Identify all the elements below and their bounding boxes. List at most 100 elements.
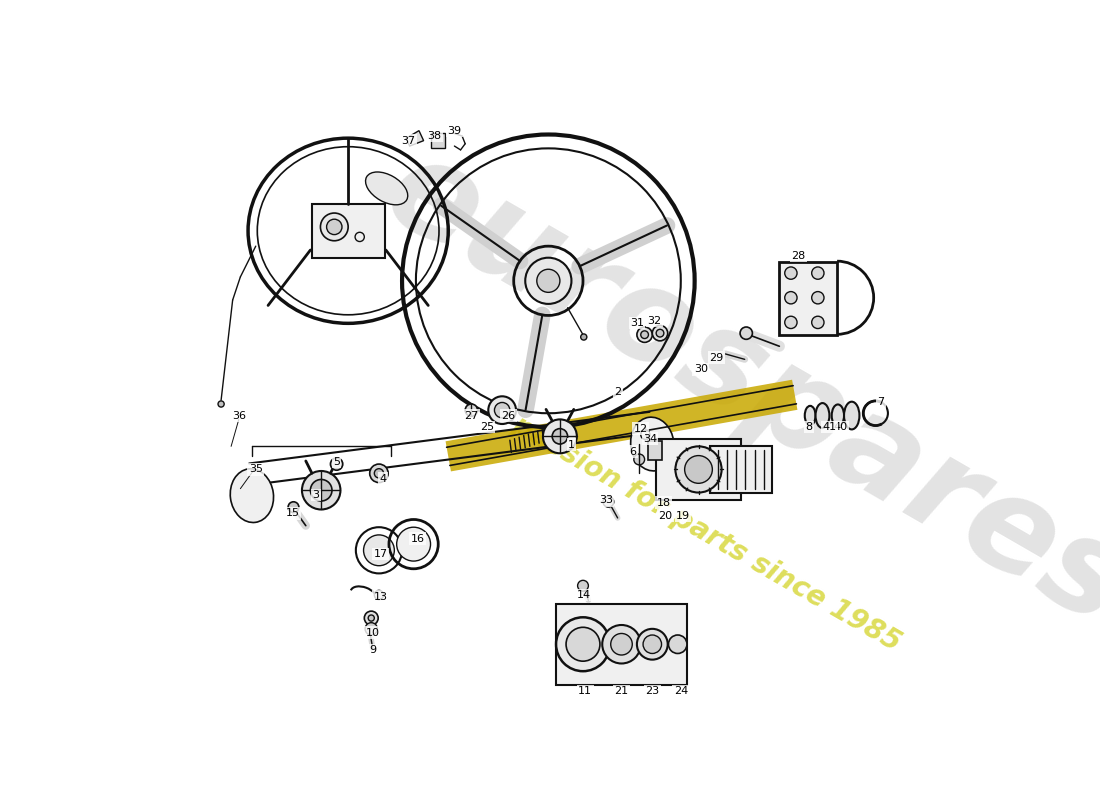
Text: 1: 1 — [568, 440, 575, 450]
Text: 7: 7 — [878, 398, 884, 407]
Bar — [312, 204, 385, 258]
Text: 24: 24 — [673, 686, 688, 696]
Bar — [656, 438, 741, 500]
Circle shape — [537, 270, 560, 292]
Circle shape — [603, 496, 614, 507]
Text: a passion for parts since 1985: a passion for parts since 1985 — [483, 397, 906, 658]
Bar — [649, 441, 662, 460]
Circle shape — [784, 267, 798, 279]
Text: 16: 16 — [410, 534, 425, 544]
Circle shape — [640, 430, 650, 439]
Ellipse shape — [844, 402, 859, 430]
Circle shape — [652, 326, 668, 341]
Circle shape — [812, 267, 824, 279]
Text: 39: 39 — [448, 126, 462, 136]
Circle shape — [495, 402, 510, 418]
Text: 2: 2 — [614, 387, 622, 398]
Circle shape — [374, 590, 384, 599]
Circle shape — [465, 404, 477, 416]
Circle shape — [330, 458, 343, 470]
Circle shape — [610, 634, 632, 655]
Circle shape — [526, 258, 572, 304]
Circle shape — [634, 454, 645, 465]
Text: 20: 20 — [658, 510, 672, 521]
Text: 37: 37 — [402, 136, 416, 146]
Text: 28: 28 — [792, 251, 805, 261]
Text: 31: 31 — [630, 318, 644, 328]
Circle shape — [301, 471, 341, 510]
Text: 29: 29 — [710, 353, 724, 363]
Bar — [556, 604, 686, 685]
Circle shape — [812, 316, 824, 329]
Text: 41: 41 — [823, 422, 836, 432]
Text: 11: 11 — [579, 686, 592, 696]
Circle shape — [310, 479, 332, 501]
Text: 23: 23 — [646, 686, 659, 696]
Circle shape — [288, 502, 299, 513]
Ellipse shape — [365, 172, 408, 205]
Circle shape — [644, 635, 661, 654]
Text: 25: 25 — [480, 422, 494, 432]
Text: eurospares: eurospares — [363, 125, 1100, 652]
Circle shape — [637, 629, 668, 660]
Circle shape — [320, 213, 348, 241]
Text: 18: 18 — [657, 498, 671, 507]
Text: 4: 4 — [379, 474, 386, 484]
Text: 5: 5 — [333, 457, 340, 466]
Ellipse shape — [230, 469, 274, 522]
Ellipse shape — [630, 417, 674, 471]
Text: 6: 6 — [629, 446, 637, 457]
Circle shape — [364, 611, 378, 625]
Circle shape — [784, 316, 798, 329]
Circle shape — [812, 291, 824, 304]
Text: 8: 8 — [805, 422, 812, 432]
Ellipse shape — [815, 403, 829, 428]
Circle shape — [488, 396, 516, 424]
Bar — [711, 446, 772, 493]
Circle shape — [640, 331, 649, 338]
Bar — [779, 262, 837, 334]
Circle shape — [740, 327, 752, 339]
Text: 33: 33 — [600, 495, 613, 506]
Text: 40: 40 — [834, 422, 848, 432]
Circle shape — [368, 615, 374, 621]
Circle shape — [603, 625, 640, 663]
Circle shape — [669, 635, 686, 654]
Text: 13: 13 — [374, 591, 387, 602]
Circle shape — [552, 429, 568, 444]
Text: 10: 10 — [366, 628, 379, 638]
Circle shape — [637, 327, 652, 342]
Circle shape — [543, 419, 576, 454]
Circle shape — [581, 334, 587, 340]
Text: 32: 32 — [648, 316, 662, 326]
Ellipse shape — [832, 405, 844, 426]
Text: 21: 21 — [615, 686, 628, 696]
Text: 35: 35 — [249, 465, 263, 474]
Circle shape — [370, 464, 388, 482]
Text: 12: 12 — [634, 424, 648, 434]
Circle shape — [397, 527, 430, 561]
Circle shape — [578, 580, 588, 591]
Circle shape — [566, 627, 600, 661]
Text: 30: 30 — [694, 364, 707, 374]
Circle shape — [364, 535, 395, 566]
Circle shape — [556, 618, 609, 671]
Circle shape — [365, 622, 377, 635]
Circle shape — [218, 401, 224, 407]
Text: 17: 17 — [373, 549, 387, 559]
Text: 38: 38 — [427, 131, 441, 141]
Text: 26: 26 — [502, 410, 516, 421]
Circle shape — [684, 455, 713, 483]
Circle shape — [656, 330, 664, 337]
Polygon shape — [406, 130, 424, 146]
Text: 27: 27 — [464, 410, 478, 421]
Circle shape — [327, 219, 342, 234]
Text: 15: 15 — [286, 508, 299, 518]
Text: 9: 9 — [370, 646, 376, 655]
Circle shape — [675, 446, 722, 493]
Text: 34: 34 — [642, 434, 657, 444]
Circle shape — [784, 291, 798, 304]
Text: 3: 3 — [312, 490, 319, 500]
Text: 14: 14 — [576, 590, 591, 600]
Text: 19: 19 — [676, 510, 690, 521]
